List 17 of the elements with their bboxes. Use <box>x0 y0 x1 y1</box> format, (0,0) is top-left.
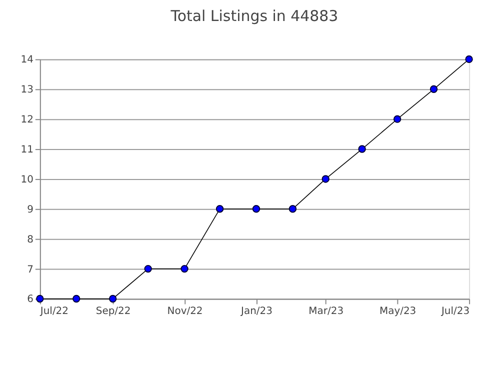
x-tick-label: Nov/22 <box>167 306 203 318</box>
chart-title: Total Listings in 44883 <box>170 6 338 25</box>
x-tick-label: Sep/22 <box>96 306 131 318</box>
y-tick-label: 6 <box>27 294 34 306</box>
x-tick-label: Jul/22 <box>39 306 68 318</box>
x-tick-label: May/23 <box>379 306 416 318</box>
y-tick-label: 11 <box>20 144 34 156</box>
x-tick-label: Mar/23 <box>308 306 344 318</box>
y-tick-label: 9 <box>27 204 34 216</box>
y-tick-label: 14 <box>20 54 34 66</box>
x-tick-label: Jan/23 <box>240 306 272 318</box>
y-tick-label: 7 <box>27 264 34 276</box>
y-tick-label: 13 <box>20 84 34 96</box>
y-tick-label: 10 <box>20 174 34 186</box>
x-tick-label: Jul/23 <box>440 306 470 318</box>
y-tick-label: 8 <box>27 234 34 246</box>
y-tick-label: 12 <box>20 114 34 126</box>
